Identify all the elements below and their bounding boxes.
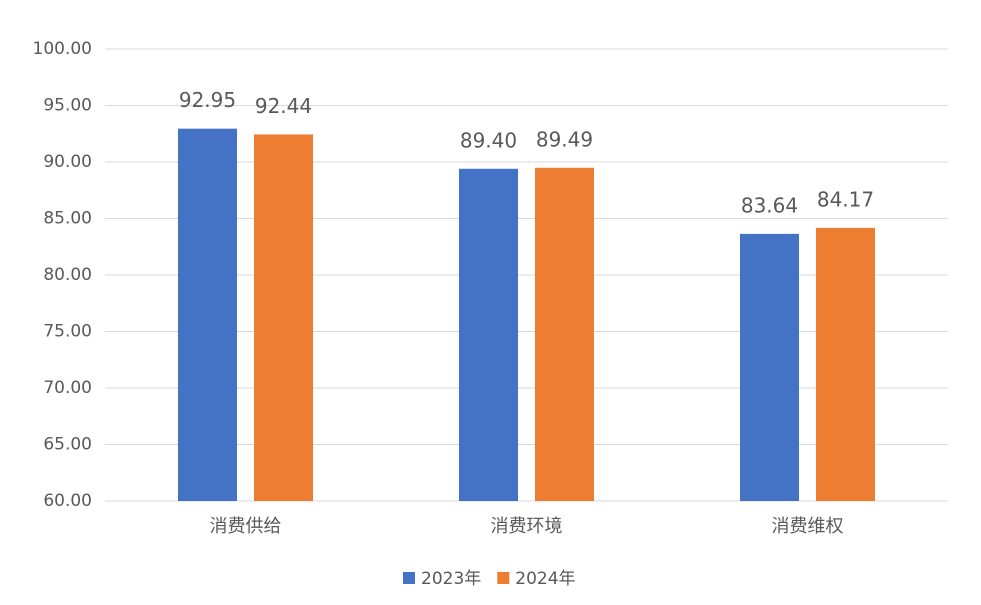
legend-swatch (403, 572, 415, 584)
bar (178, 128, 237, 502)
bar (254, 134, 313, 502)
y-tick-label: 60.00 (43, 491, 92, 511)
y-tick-label: 80.00 (43, 265, 92, 285)
legend-label: 2024年 (515, 569, 575, 589)
data-label: 84.17 (817, 187, 874, 211)
y-tick-label: 95.00 (43, 96, 92, 116)
x-tick-label: 消费维权 (772, 516, 844, 537)
x-tick-label: 消费供给 (210, 516, 282, 537)
y-tick-label: 85.00 (43, 209, 92, 229)
y-tick-label: 100.00 (33, 39, 92, 59)
legend-label: 2023年 (421, 569, 481, 589)
x-tick-label: 消费环境 (491, 516, 563, 537)
y-tick-label: 70.00 (43, 378, 92, 398)
legend-swatch (497, 572, 510, 584)
bar (459, 168, 518, 501)
data-label: 92.95 (179, 88, 236, 112)
y-tick-label: 75.00 (43, 322, 92, 342)
data-label: 83.64 (741, 193, 798, 217)
bar (535, 167, 594, 501)
data-label: 89.49 (536, 127, 593, 151)
data-label: 92.44 (255, 94, 312, 118)
y-tick-label: 65.00 (43, 435, 92, 455)
data-label: 89.40 (460, 128, 517, 152)
y-tick-label: 90.00 (43, 152, 92, 172)
bar (740, 233, 799, 502)
bar (816, 227, 875, 501)
